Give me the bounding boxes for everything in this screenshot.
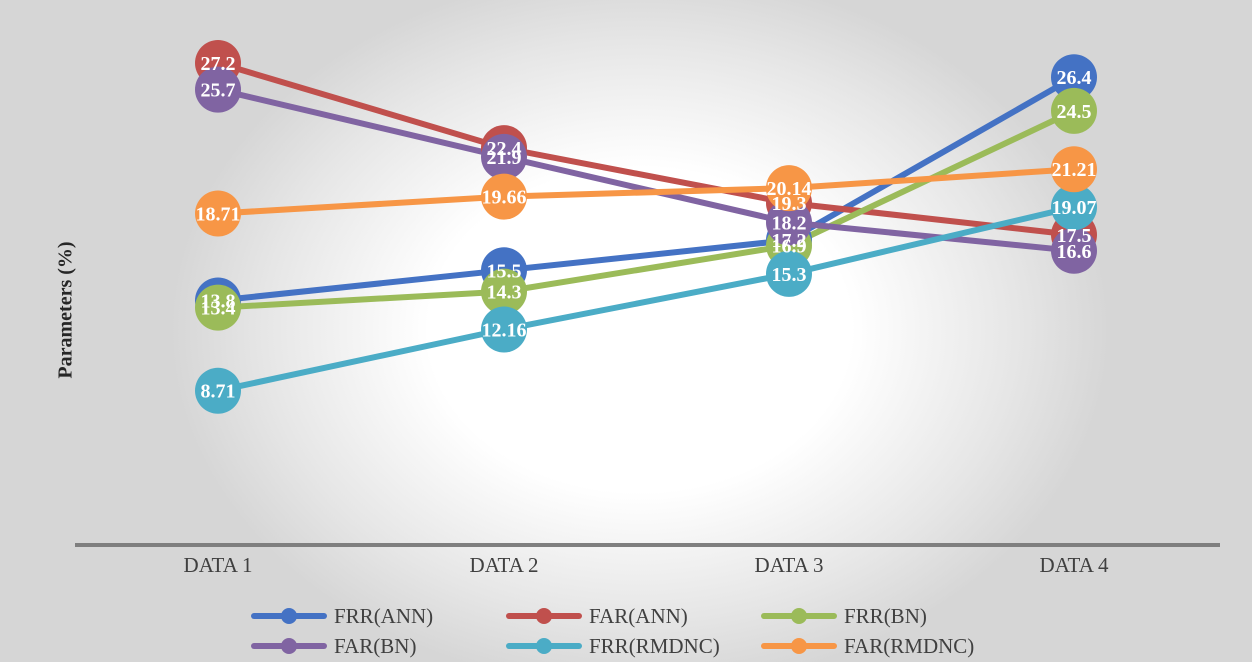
legend-label: FAR(ANN) bbox=[589, 604, 688, 628]
series-line-far-rmdnc bbox=[215, 166, 1077, 217]
data-point-frr-rmdnc-3 bbox=[766, 250, 812, 297]
data-label-far-rmdnc-1: 18.71 bbox=[196, 204, 241, 226]
legend-marker-icon bbox=[281, 608, 297, 624]
legend-item-far-ann: FAR(ANN) bbox=[506, 604, 688, 628]
data-label-frr-rmdnc-4: 19.07 bbox=[1052, 197, 1097, 219]
legend-marker-icon bbox=[791, 638, 807, 654]
data-label-far-ann-4: 17.5 bbox=[1057, 225, 1092, 247]
series-line-far-ann bbox=[215, 60, 1077, 238]
legend-label: FAR(RMDNC) bbox=[844, 634, 974, 658]
data-label-frr-bn-3: 16.9 bbox=[772, 236, 807, 258]
data-label-frr-bn-4: 24.5 bbox=[1057, 101, 1092, 123]
data-label-far-ann-2: 22.4 bbox=[487, 138, 522, 160]
legend-label: FRR(BN) bbox=[844, 604, 927, 628]
series-line-frr-ann bbox=[215, 74, 1077, 304]
data-point-frr-rmdnc-2 bbox=[481, 306, 527, 353]
data-point-far-rmdnc-4 bbox=[1051, 146, 1097, 193]
data-label-frr-ann-2: 15.5 bbox=[487, 260, 522, 282]
legend-item-frr-rmdnc: FRR(RMDNC) bbox=[506, 634, 720, 658]
legend-item-frr-ann: FRR(ANN) bbox=[251, 604, 433, 628]
data-point-frr-ann-4 bbox=[1051, 54, 1097, 101]
data-label-far-rmdnc-4: 21.21 bbox=[1052, 159, 1097, 181]
data-label-far-bn-4: 16.6 bbox=[1057, 241, 1092, 263]
data-point-far-bn-4 bbox=[1051, 227, 1097, 274]
data-label-frr-ann-4: 26.4 bbox=[1057, 67, 1092, 89]
data-label-far-bn-3: 18.2 bbox=[772, 213, 807, 235]
data-label-frr-rmdnc-2: 12.16 bbox=[482, 320, 527, 342]
data-point-far-bn-3 bbox=[766, 199, 812, 246]
data-label-far-bn-2: 21.9 bbox=[487, 147, 522, 169]
legend-marker-icon bbox=[536, 638, 552, 654]
legend-label: FAR(BN) bbox=[334, 634, 416, 658]
series-line-frr-bn bbox=[215, 107, 1077, 311]
legend-marker-icon bbox=[536, 608, 552, 624]
data-point-frr-rmdnc-4 bbox=[1051, 184, 1097, 231]
data-label-frr-ann-1: 13.8 bbox=[201, 291, 236, 313]
data-point-far-rmdnc-3 bbox=[766, 165, 812, 212]
data-label-far-bn-1: 25.7 bbox=[201, 80, 236, 102]
x-tick-label: DATA 1 bbox=[184, 553, 253, 577]
legend-marker-icon bbox=[281, 638, 297, 654]
legend-label: FRR(RMDNC) bbox=[589, 634, 720, 658]
data-label-frr-ann-3: 17.2 bbox=[772, 230, 807, 252]
data-point-frr-rmdnc-1 bbox=[195, 367, 241, 414]
x-tick-label: DATA 4 bbox=[1040, 553, 1109, 577]
data-label-far-rmdnc-2: 19.66 bbox=[482, 187, 527, 209]
data-point-far-rmdnc-1 bbox=[195, 190, 241, 237]
legend-label: FRR(ANN) bbox=[334, 604, 433, 628]
data-point-far-rmdnc-2 bbox=[481, 173, 527, 220]
data-point-far-bn-1 bbox=[195, 66, 241, 113]
series-line-frr-rmdnc bbox=[215, 204, 1077, 394]
legend-item-frr-bn: FRR(BN) bbox=[761, 604, 927, 628]
data-label-frr-rmdnc-1: 8.71 bbox=[201, 381, 236, 403]
data-label-far-rmdnc-3: 20.14 bbox=[767, 178, 812, 200]
legend-marker-icon bbox=[791, 608, 807, 624]
legend-item-far-rmdnc: FAR(RMDNC) bbox=[761, 634, 974, 658]
x-tick-label: DATA 3 bbox=[755, 553, 824, 577]
data-point-frr-bn-2 bbox=[481, 268, 527, 315]
data-point-frr-bn-1 bbox=[195, 284, 241, 331]
data-point-frr-bn-4 bbox=[1051, 87, 1097, 134]
data-label-far-ann-3: 19.3 bbox=[772, 193, 807, 215]
data-label-frr-rmdnc-3: 15.3 bbox=[772, 264, 807, 286]
x-tick-label: DATA 2 bbox=[470, 553, 539, 577]
data-label-frr-bn-2: 14.3 bbox=[487, 282, 522, 304]
data-label-far-ann-1: 27.2 bbox=[201, 53, 236, 75]
data-label-frr-bn-1: 13.4 bbox=[201, 298, 236, 320]
legend-item-far-bn: FAR(BN) bbox=[251, 634, 416, 658]
data-point-far-bn-2 bbox=[481, 133, 527, 180]
